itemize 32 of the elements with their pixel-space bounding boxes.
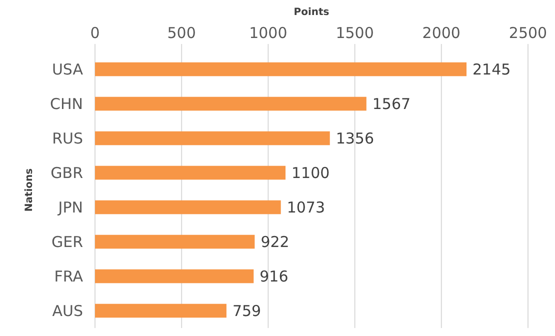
bar (95, 96, 366, 111)
y-tick-label: USA (52, 60, 84, 78)
x-tick-label: 2000 (422, 24, 460, 42)
y-tick-label: FRA (54, 268, 84, 286)
bar (95, 131, 330, 146)
data-label: 2145 (472, 60, 511, 78)
data-label: 759 (232, 302, 262, 320)
y-tick-label: JPN (57, 198, 83, 216)
data-label: 1073 (286, 198, 326, 216)
y-tick-label: RUS (52, 130, 83, 148)
x-tick-label: 1000 (249, 24, 288, 42)
data-label: 916 (260, 268, 288, 286)
x-tick-label: 0 (90, 24, 100, 42)
x-tick-label: 1500 (336, 24, 374, 42)
bar (95, 200, 281, 214)
data-label: 922 (260, 233, 290, 251)
x-tick-label: 2500 (508, 24, 548, 42)
data-label: 1567 (372, 95, 411, 113)
y-tick-label: GER (51, 233, 83, 251)
bar (95, 234, 255, 249)
y-axis-title: Nations (24, 168, 35, 212)
bar (95, 62, 467, 76)
y-tick-label: CHN (50, 95, 83, 113)
y-tick-label: AUS (52, 302, 83, 320)
data-label: 1356 (336, 130, 374, 148)
x-axis-title: Points (294, 7, 330, 18)
data-label: 1100 (292, 164, 330, 182)
y-tick-label: GBR (50, 164, 83, 182)
bar (95, 166, 286, 180)
bar (95, 304, 226, 318)
bar (95, 269, 254, 284)
x-tick-label: 500 (167, 24, 196, 42)
